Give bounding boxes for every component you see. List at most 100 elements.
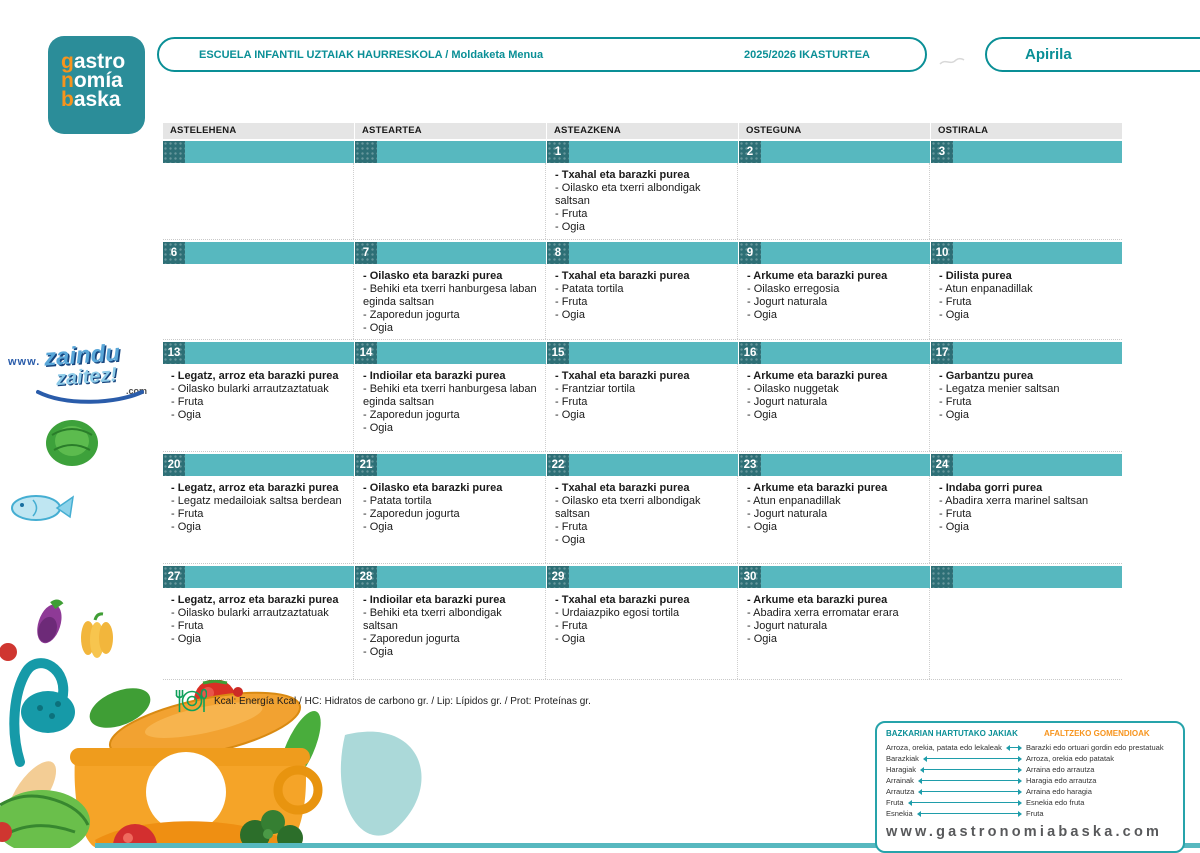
menu-cell [355,163,546,239]
menu-item: - Ogia [555,633,585,645]
zaindu-www: www. [8,356,41,368]
menu-cell: - Txahal eta barazki purea - Frantziar to… [547,364,738,451]
menu-item: - Indaba gorri purea [939,482,1043,494]
school-year: 2025/2026 IKASTURTEA [744,48,870,61]
menu-item: - Txahal eta barazki purea [555,270,690,282]
menu-cell: - Arkume eta barazki purea - Abadira xerr… [739,588,930,679]
menu-item: - Fruta [171,508,204,520]
day-number-cell: 13 [163,342,354,364]
lunch-item: Fruta [886,798,904,807]
menu-cell: - Oilasko eta barazki purea - Behiki eta … [355,264,546,339]
day-number: 23 [739,454,761,476]
dinner-item: Fruta [1026,809,1044,818]
menu-item: - Ogia [363,521,393,533]
day-number: 17 [931,342,953,364]
menu-item: - Oilasko bularki arrautzaztatuak [171,607,329,619]
day-header-astelehena: ASTELEHENA [163,123,354,139]
menu-cell: - Indaba gorri purea - Abadira xerra mari… [931,476,1122,563]
bread-icon [7,761,57,823]
menu-item: - Oilasko eta barazki purea [363,482,503,494]
menu-item: - Ogia [363,645,393,658]
menu-item: - Ogia [747,309,777,321]
month-label: Apirila [1025,46,1072,63]
day-number-cell: 22 [547,454,738,476]
menu-cell: - Txahal eta barazki purea - Patata torti… [547,264,738,339]
menu-cell: - Dilista purea - Atun enpanadillak - Frut… [931,264,1122,339]
week-1-number-bar: 1 2 3 [163,141,1122,163]
day-number: 14 [355,342,377,364]
menu-item: - Legatz medailoiak saltsa berdean [171,495,342,507]
fish-icon [11,495,74,521]
day-header-osteguna: OSTEGUNA [739,123,930,139]
menu-cell: - Oilasko eta barazki purea - Patata tort… [355,476,546,563]
menu-item: - Legatz, arroz eta barazki purea [171,370,339,382]
menu-item: - Legatza menier saltsan [939,383,1060,395]
menu-item: - Dilista purea [939,270,1012,282]
menu-item: - Ogia [747,521,777,533]
menu-item: - Oilasko eta txerri albondigak saltsan [555,495,701,520]
menu-item: - Urdaiazpiko egosi tortila [555,607,680,619]
day-number: 16 [739,342,761,364]
menu-item: - Ogia [555,409,585,421]
menu-item: - Fruta [171,396,204,408]
menu-cell [163,163,354,239]
dinner-item: Barazki edo ortuari gordin edo prestatua… [1026,743,1164,752]
day-number: 27 [163,566,185,588]
menu-item: - Ogia [747,633,777,645]
week-3-menus: - Legatz, arroz eta barazki purea - Oilas… [163,364,1122,452]
dinner-item: Haragia edo arrautza [1026,776,1097,785]
menu-cell [931,588,1122,679]
day-number: 20 [163,454,185,476]
leaf-icon [279,711,321,785]
menu-item: - Atun enpanadillak [939,283,1033,295]
pepper-icon [81,612,113,658]
menu-item: - Ogia [939,309,969,321]
day-number-cell [931,566,1122,588]
menu-item: - Ogia [555,533,585,546]
week-5-number-bar: 27 28 29 30 [163,566,1122,588]
school-title: ESCUELA INFANTIL UZTAIAK HAURRESKOLA / M… [199,48,544,61]
menu-cell: - Legatz, arroz eta barazki purea - Legat… [163,476,354,563]
day-header-ostirala: OSTIRALA [931,123,1122,139]
day-number [355,141,377,163]
arrow-icon [907,799,1023,806]
day-number: 10 [931,242,953,264]
arrow-icon [920,766,1022,773]
month-tab[interactable]: Apirila [985,37,1200,72]
dinner-title: AFALTZEKO GOMENDIOAK [1044,729,1150,738]
menu-cell: - Indioilar eta barazki purea - Behiki et… [355,588,546,679]
lunch-item: Arrautza [886,787,915,796]
day-number-cell: 6 [163,242,354,264]
week-1-menus: - Txahal eta barazki purea - Oilasko eta … [163,163,1122,240]
menu-item: - Txahal eta barazki purea [555,482,690,494]
arrow-icon [917,777,1023,784]
day-number-cell [163,141,354,163]
day-number [931,566,953,588]
menu-item: - Frantziar tortila [555,383,636,395]
day-number-cell: 17 [931,342,1122,364]
menu-item: - Ogia [555,220,585,233]
menu-item: - Fruta [171,620,204,632]
menu-cell: - Legatz, arroz eta barazki purea - Oilas… [163,588,354,679]
day-number-cell: 28 [355,566,546,588]
website-link[interactable]: www.gastronomiabaska.com [886,824,1163,840]
arrow-icon [918,788,1022,795]
legend-text: Kcal: Energía Kcal / HC: Hidratos de car… [214,695,591,707]
menu-item: - Atun enpanadillak [747,495,841,507]
day-number: 8 [547,242,569,264]
day-number-cell: 27 [163,566,354,588]
teal-leaf-icon [340,731,422,836]
menu-item: - Oilasko erregosia [747,283,840,295]
leaf-icon [89,688,151,728]
menu-cell: - Arkume eta barazki purea - Atun enpanad… [739,476,930,563]
menu-item: - Jogurt naturala [747,508,828,520]
day-number: 9 [739,242,761,264]
menu-item: - Arkume eta barazki purea [747,482,888,494]
menu-item: - Zaporedun jogurta [363,308,460,321]
menu-item: - Txahal eta barazki purea [555,594,690,606]
nutrition-legend: Kcal: Energía Kcal / HC: Hidratos de car… [175,687,591,715]
day-number-cell: 20 [163,454,354,476]
logo-line-1: gastro [61,50,126,73]
day-number-cell: 1 [547,141,738,163]
menu-item: - Oilasko eta barazki purea [363,270,503,282]
